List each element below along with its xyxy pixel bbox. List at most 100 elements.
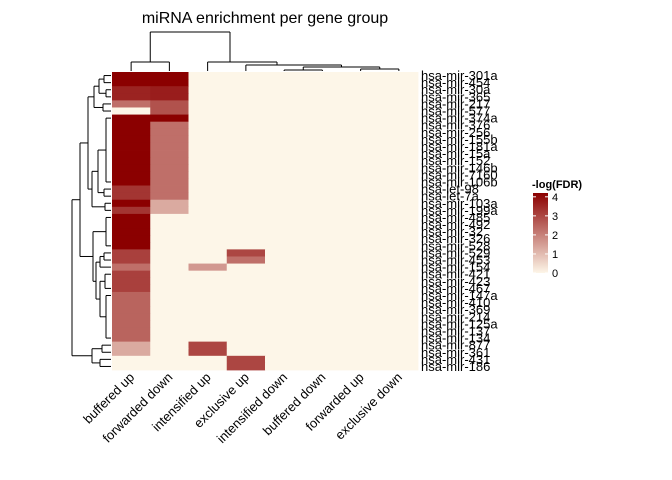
heatmap-cell bbox=[188, 299, 228, 307]
heatmap-cell bbox=[303, 341, 342, 350]
heatmap-cell bbox=[226, 235, 266, 243]
heatmap-cell bbox=[150, 135, 189, 144]
heatmap-cell bbox=[112, 284, 151, 293]
heatmap-cell bbox=[150, 72, 189, 80]
heatmap-cell bbox=[379, 93, 419, 101]
heatmap-cell bbox=[188, 362, 228, 371]
heatmap-cell bbox=[150, 192, 189, 201]
heatmap-cell bbox=[265, 291, 304, 300]
heatmap-cell bbox=[150, 150, 189, 158]
heatmap-cell bbox=[112, 213, 151, 222]
heatmap-cell bbox=[112, 235, 151, 243]
heatmap-cell bbox=[379, 355, 419, 364]
heatmap-cell bbox=[150, 355, 189, 364]
heatmap-cell bbox=[265, 348, 304, 357]
row-label: hsa-mir-492 bbox=[421, 217, 490, 232]
heatmap-cell bbox=[112, 341, 151, 350]
heatmap-cell bbox=[341, 199, 381, 208]
heatmap-cell bbox=[112, 178, 151, 186]
heatmap-cell bbox=[226, 206, 266, 215]
heatmap-cell bbox=[188, 164, 228, 172]
heatmap-cell bbox=[150, 320, 189, 328]
heatmap-cell bbox=[188, 86, 228, 94]
heatmap-cell bbox=[379, 192, 419, 201]
heatmap-cell bbox=[379, 348, 419, 357]
row-label: hsa-mir-369 bbox=[421, 302, 490, 317]
heatmap-cell bbox=[379, 334, 419, 343]
chart-title: miRNA enrichment per gene group bbox=[142, 10, 388, 27]
heatmap-cell bbox=[265, 100, 304, 108]
row-label: hsa-mir-361 bbox=[421, 345, 490, 360]
heatmap-cell bbox=[303, 93, 342, 101]
heatmap-cell bbox=[226, 185, 266, 194]
heatmap-cell bbox=[150, 199, 189, 208]
row-label: hsa-mir-186 bbox=[421, 359, 490, 374]
heatmap-cell bbox=[188, 93, 228, 101]
heatmap-cell bbox=[379, 150, 419, 158]
heatmap-cell bbox=[226, 135, 266, 144]
heatmap-cell bbox=[188, 221, 228, 229]
heatmap-cell bbox=[265, 270, 304, 279]
row-label: hsa-mir-154 bbox=[421, 260, 490, 275]
column-dendrogram bbox=[130, 31, 400, 71]
heatmap-cell bbox=[150, 142, 189, 151]
heatmap-cell bbox=[379, 327, 419, 335]
heatmap-cell bbox=[265, 157, 304, 165]
heatmap-cell bbox=[112, 299, 151, 307]
row-label: hsa-mir-152 bbox=[421, 153, 490, 168]
heatmap-cell bbox=[150, 164, 189, 172]
heatmap-cell bbox=[112, 256, 151, 264]
heatmap-cell bbox=[188, 128, 228, 137]
row-label: hsa-mir-528 bbox=[421, 238, 490, 253]
heatmap-cell bbox=[265, 164, 304, 172]
heatmap-cell bbox=[112, 199, 151, 208]
heatmap-cell bbox=[379, 135, 419, 144]
heatmap-cell bbox=[303, 362, 342, 371]
heatmap-cell bbox=[150, 100, 189, 108]
heatmap-cell bbox=[150, 263, 189, 272]
heatmap-cell bbox=[150, 121, 189, 130]
heatmap-cell bbox=[112, 263, 151, 272]
heatmap-cell bbox=[150, 348, 189, 357]
row-label: hsa-mir-217 bbox=[421, 96, 490, 111]
heatmap-cell bbox=[341, 249, 381, 257]
heatmap-cell bbox=[265, 114, 304, 123]
heatmap-cell bbox=[341, 192, 381, 201]
heatmap-cell bbox=[226, 228, 266, 236]
heatmap-cell bbox=[112, 242, 151, 250]
row-labels: hsa-mir-301ahsa-mir-454hsa-mir-30ahsa-mi… bbox=[421, 68, 498, 374]
heatmap-cell bbox=[226, 249, 266, 257]
heatmap-cell bbox=[112, 72, 151, 80]
heatmap-cell bbox=[379, 100, 419, 108]
heatmap-cell bbox=[379, 242, 419, 250]
heatmap-cell bbox=[188, 213, 228, 222]
heatmap-cell bbox=[188, 270, 228, 279]
heatmap-cell bbox=[265, 228, 304, 236]
heatmap-cell bbox=[303, 79, 342, 87]
heatmap-cell bbox=[150, 327, 189, 335]
heatmap-cell bbox=[112, 348, 151, 357]
heatmap-cell bbox=[226, 355, 266, 364]
heatmap-cell bbox=[265, 249, 304, 257]
heatmap-cell bbox=[341, 228, 381, 236]
heatmap-cell bbox=[303, 249, 342, 257]
heatmap-cells bbox=[112, 72, 419, 371]
heatmap-cell bbox=[150, 221, 189, 229]
heatmap-cell bbox=[265, 178, 304, 186]
heatmap-cell bbox=[112, 79, 151, 87]
heatmap-cell bbox=[341, 121, 381, 130]
row-label: hsa-mir-103a bbox=[421, 196, 498, 211]
heatmap-cell bbox=[112, 249, 151, 257]
heatmap-cell bbox=[265, 185, 304, 194]
heatmap-cell bbox=[303, 263, 342, 272]
row-label: hsa-mir-32 bbox=[421, 224, 483, 239]
heatmap-cell bbox=[188, 242, 228, 250]
heatmap-cell bbox=[379, 121, 419, 130]
heatmap-cell bbox=[265, 263, 304, 272]
heatmap-cell bbox=[226, 306, 266, 314]
heatmap-cell bbox=[303, 178, 342, 186]
heatmap-cell bbox=[150, 178, 189, 186]
heatmap-cell bbox=[188, 277, 228, 286]
heatmap-cell bbox=[112, 164, 151, 172]
heatmap-cell bbox=[150, 256, 189, 264]
